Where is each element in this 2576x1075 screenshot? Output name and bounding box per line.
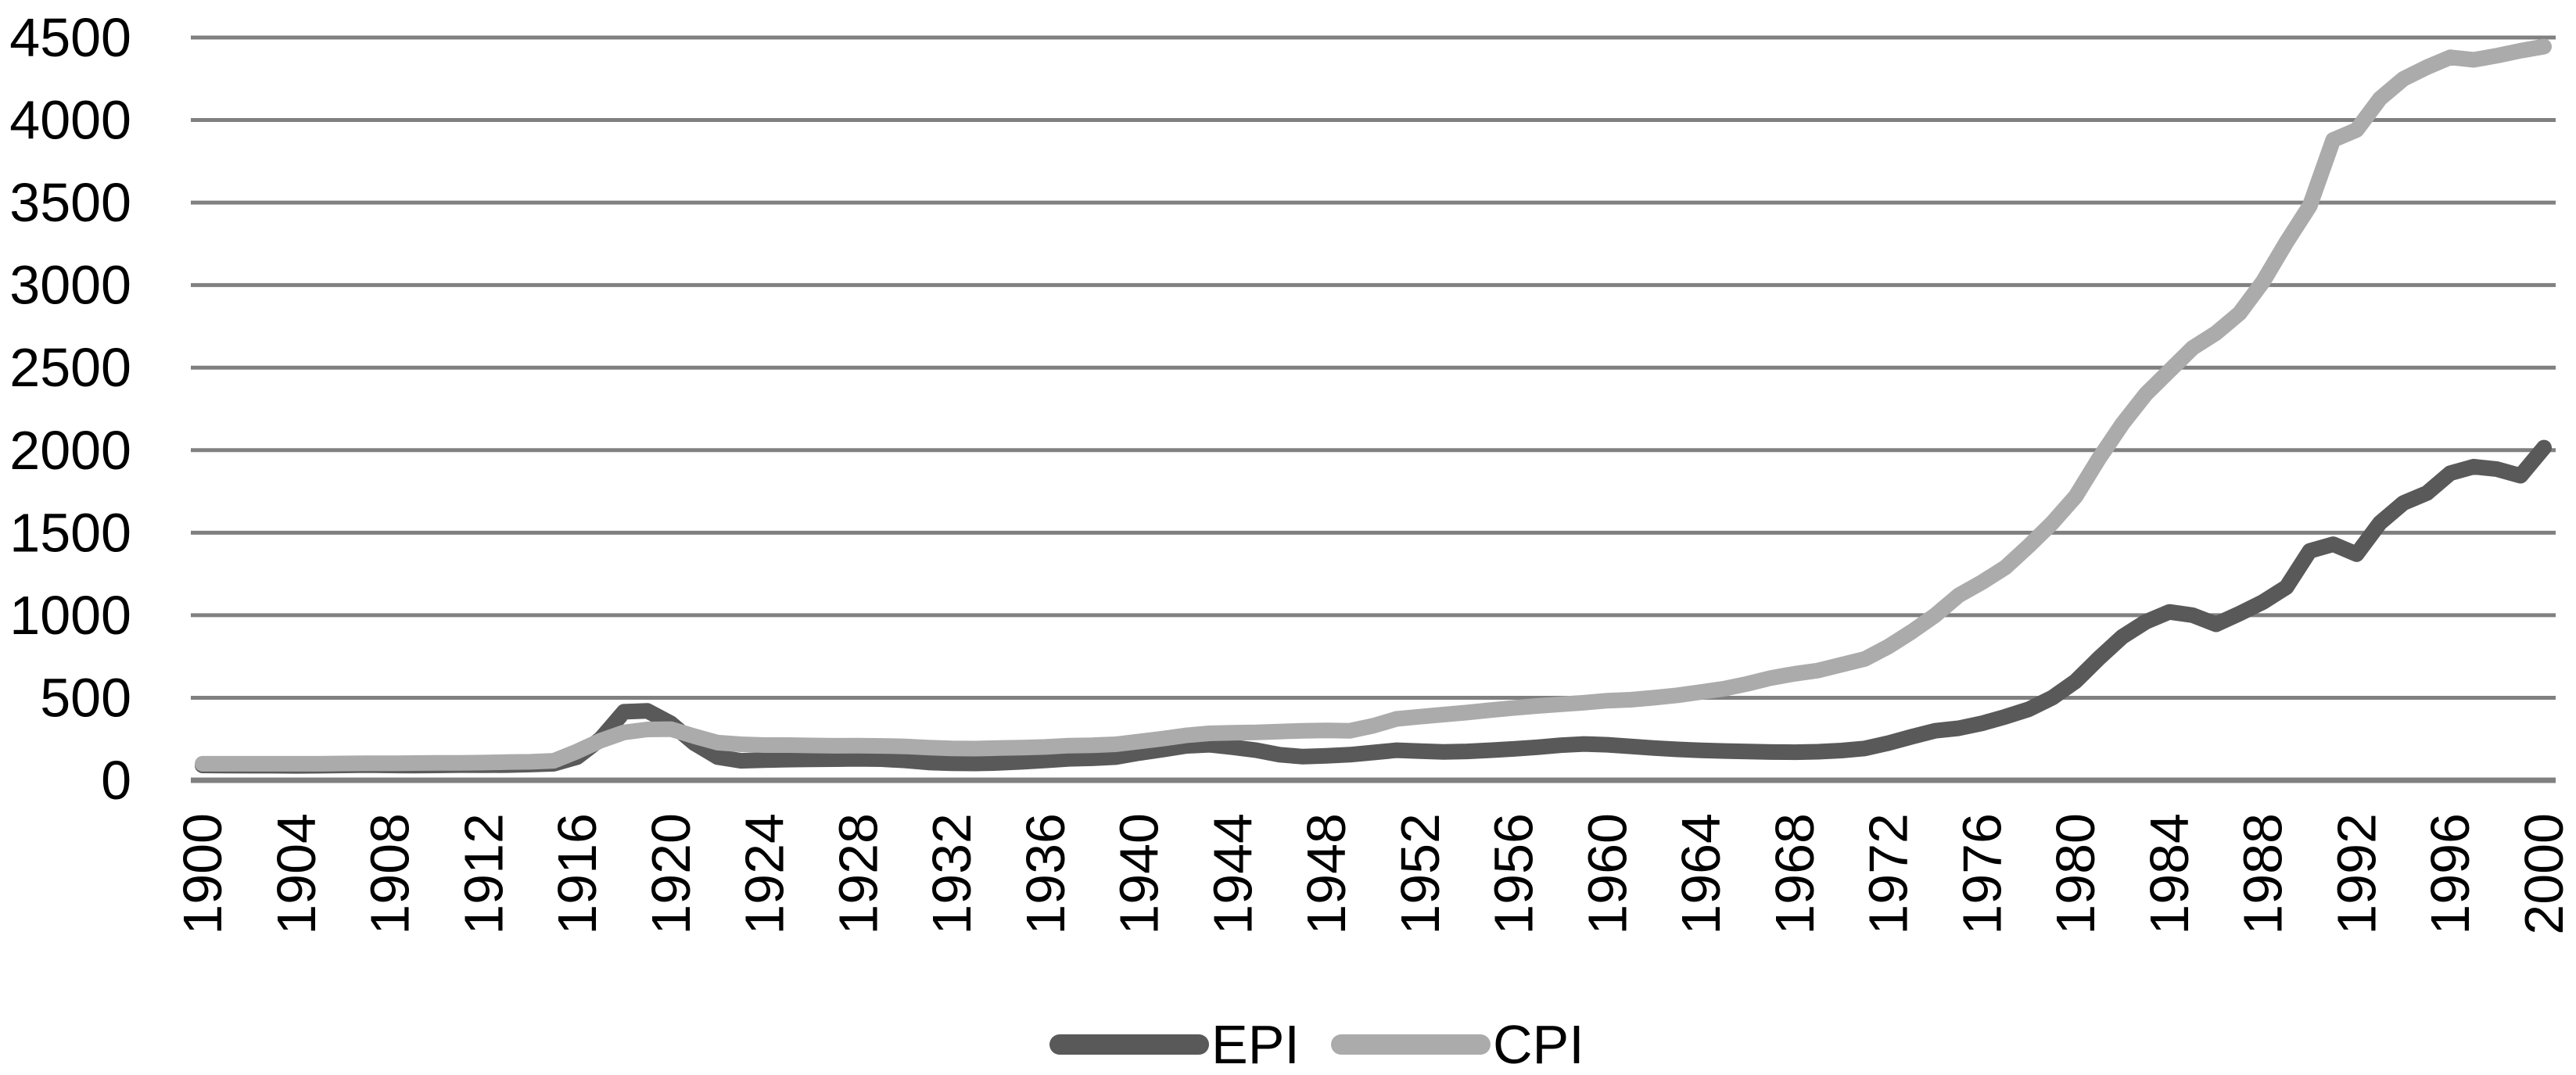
x-tick-label: 2000 <box>2513 813 2574 935</box>
series-lines <box>195 38 2552 774</box>
legend-label: CPI <box>1493 1014 1584 1075</box>
x-tick-label: 1992 <box>2326 813 2387 935</box>
cpi-series-line <box>195 38 2552 772</box>
y-tick-label: 4500 <box>9 7 131 68</box>
x-tick-label: 1912 <box>453 813 514 935</box>
x-tick-label: 1900 <box>172 813 233 935</box>
x-tick-label: 1976 <box>1951 813 2012 935</box>
x-tick-label: 1940 <box>1109 813 1170 935</box>
legend-item-cpi: CPI <box>1331 1014 1584 1075</box>
y-tick-label: 4000 <box>9 90 131 151</box>
x-tick-label: 1948 <box>1296 813 1357 935</box>
x-tick-label: 1944 <box>1202 813 1263 935</box>
x-tick-label: 1932 <box>921 813 982 935</box>
y-tick-label: 2000 <box>9 420 131 481</box>
x-tick-label: 1980 <box>2045 813 2106 935</box>
x-tick-label: 1968 <box>1764 813 1825 935</box>
x-axis-labels: 1900 1904 1908 1912 1916 1920 1924 1928 1932 1936… <box>172 813 2574 935</box>
x-tick-label: 1984 <box>2139 813 2200 935</box>
x-tick-label: 1964 <box>1670 813 1731 935</box>
y-tick-label: 3000 <box>9 255 131 316</box>
legend: EPI CPI <box>1049 1014 1584 1075</box>
x-tick-label: 1916 <box>547 813 608 935</box>
gridlines <box>191 35 2556 783</box>
x-tick-label: 1960 <box>1577 813 1638 935</box>
x-tick-label: 1920 <box>640 813 701 935</box>
legend-label: EPI <box>1211 1014 1300 1075</box>
y-axis-labels: 0 500 1000 1500 2000 2500 3000 3500 4000 4500 <box>9 7 131 811</box>
y-tick-label: 0 <box>101 750 131 811</box>
legend-item-epi: EPI <box>1049 1014 1300 1075</box>
x-tick-label: 1936 <box>1015 813 1076 935</box>
x-tick-label: 1952 <box>1390 813 1451 935</box>
y-tick-label: 1500 <box>9 502 131 563</box>
x-tick-label: 1928 <box>827 813 888 935</box>
y-tick-label: 3500 <box>9 172 131 233</box>
x-tick-label: 1956 <box>1484 813 1545 935</box>
x-tick-label: 1924 <box>734 813 795 935</box>
x-tick-label: 1972 <box>1858 813 1919 935</box>
x-tick-label: 1988 <box>2233 813 2294 935</box>
y-tick-label: 2500 <box>9 337 131 398</box>
y-tick-label: 500 <box>40 667 131 728</box>
x-tick-label: 1904 <box>266 813 327 935</box>
x-tick-label: 1908 <box>360 813 421 935</box>
x-tick-label: 1996 <box>2420 813 2481 935</box>
y-tick-label: 1000 <box>9 585 131 646</box>
